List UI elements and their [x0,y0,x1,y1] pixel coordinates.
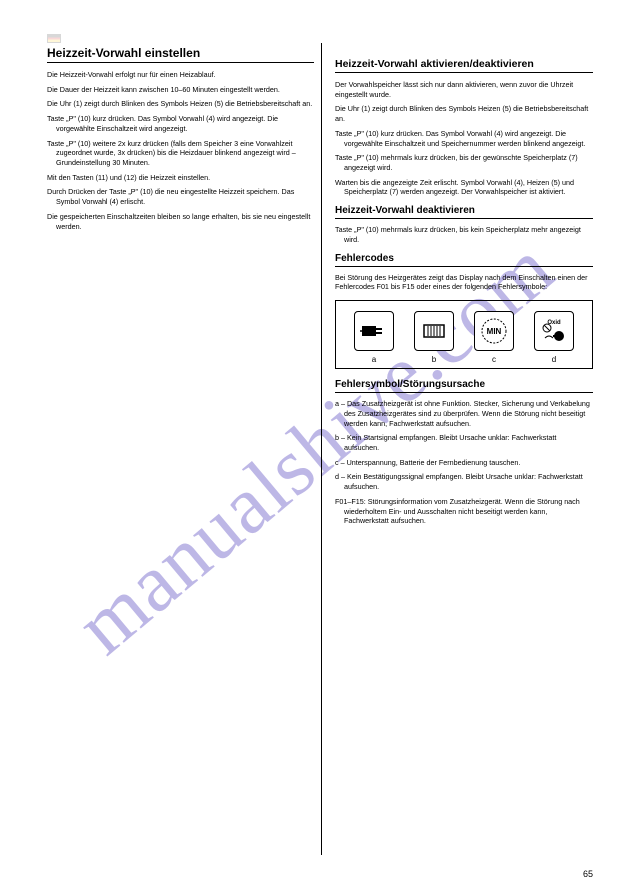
left-p2: Die Dauer der Heizzeit kann zwischen 10–… [47,85,314,95]
min-icon: MIN [474,311,514,351]
icon-label-d: d [530,355,578,364]
plug-icon [354,311,394,351]
left-step-1: Taste „P" (10) kurz drücken. Das Symbol … [47,114,314,133]
page-number: 65 [583,869,593,879]
right-step-3: Warten bis die angezeigte Zeit erlischt.… [335,178,593,197]
error-icon-box: a b [335,300,593,369]
err-c: c – Unterspannung, Batterie der Fernbedi… [335,458,593,468]
error-icon: Oxid [534,311,574,351]
left-step-4: Durch Drücken der Taste „P" (10) die neu… [47,187,314,206]
language-indicator [47,34,314,43]
right-heading-2: Heizzeit-Vorwahl deaktivieren [335,205,593,219]
right-body-2: Taste „P" (10) mehrmals kurz drücken, bi… [335,225,593,244]
left-p1: Die Heizzeit-Vorwahl erfolgt nur für ein… [47,70,314,80]
right-step-2: Taste „P" (10) mehrmals kurz drücken, bi… [335,153,593,172]
heater-icon [414,311,454,351]
min-text: MIN [487,327,502,336]
left-step-2: Taste „P" (10) weitere 2x kurz drücken (… [47,139,314,168]
flag-de-icon [47,34,61,43]
right-heading-4: Fehlersymbol/Störungsursache [335,379,593,393]
right-p3: Taste „P" (10) mehrmals kurz drücken, bi… [335,225,593,244]
icon-label-b: b [410,355,458,364]
manual-page: manualshive.com Heizzeit-Vorwahl einstel… [0,0,629,893]
icon-cell-d: Oxid d [530,311,578,364]
err-d: d – Kein Bestätigungssignal empfangen. B… [335,472,593,491]
err-f: F01–F15: Störungsinformation vom Zusatzh… [335,497,593,526]
right-heading-1: Heizzeit-Vorwahl aktivieren/deaktivieren [335,58,593,73]
left-p3: Die Uhr (1) zeigt durch Blinken des Symb… [47,99,314,109]
icon-label-a: a [350,355,398,364]
right-step-1: Taste „P" (10) kurz drücken. Das Symbol … [335,129,593,148]
right-p1: Der Vorwahlspeicher lässt sich nur dann … [335,80,593,99]
right-heading-3: Fehlercodes [335,253,593,267]
left-column: Heizzeit-Vorwahl einstellen Die Heizzeit… [47,34,314,236]
right-body-1: Der Vorwahlspeicher lässt sich nur dann … [335,80,593,197]
icon-cell-c: MIN c [470,311,518,364]
left-step-5: Die gespeicherten Einschaltzeiten bleibe… [47,212,314,231]
icon-label-c: c [470,355,518,364]
right-p2: Die Uhr (1) zeigt durch Blinken des Symb… [335,104,593,123]
left-step-3: Mit den Tasten (11) und (12) die Heizzei… [47,173,314,183]
right-p4: Bei Störung des Heizgerätes zeigt das Di… [335,273,593,292]
icon-cell-a: a [350,311,398,364]
left-body: Die Heizzeit-Vorwahl erfolgt nur für ein… [47,70,314,231]
right-body-4: a – Das Zusatzheizgerät ist ohne Funktio… [335,399,593,526]
icon-cell-b: b [410,311,458,364]
left-heading: Heizzeit-Vorwahl einstellen [47,46,314,63]
column-divider [321,43,322,855]
err-a: a – Das Zusatzheizgerät ist ohne Funktio… [335,399,593,428]
right-body-3: Bei Störung des Heizgerätes zeigt das Di… [335,273,593,292]
err-b: b – Kein Startsignal empfangen. Bleibt U… [335,433,593,452]
right-column: Heizzeit-Vorwahl aktivieren/deaktivieren… [335,34,593,531]
